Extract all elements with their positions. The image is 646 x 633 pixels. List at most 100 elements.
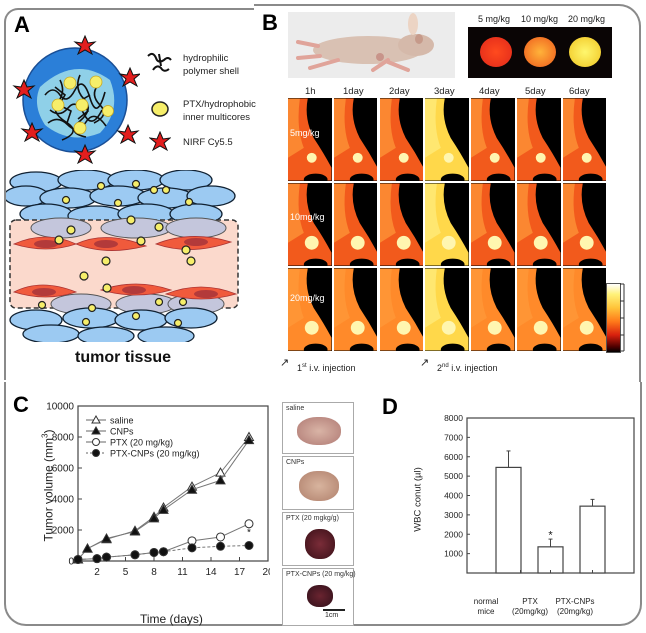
first-injection-label: 1st i.v. injection bbox=[297, 363, 356, 373]
d-cat1-line1: normal bbox=[473, 597, 499, 606]
fluorescence-image-cell bbox=[333, 98, 378, 181]
svg-text:saline: saline bbox=[110, 416, 134, 426]
nanoparticle-diagram bbox=[12, 34, 140, 165]
time-label-1h: 1h bbox=[305, 86, 316, 97]
fluorescence-image-cell bbox=[425, 183, 469, 266]
svg-text:11: 11 bbox=[177, 567, 188, 578]
second-injection-number: 2 bbox=[437, 363, 443, 373]
polymer-chain-icon bbox=[147, 52, 172, 72]
nude-mouse-photo bbox=[288, 12, 455, 78]
svg-text:*: * bbox=[247, 528, 251, 539]
svg-text:17: 17 bbox=[234, 567, 246, 578]
time-label-6day: 6day bbox=[569, 86, 590, 97]
fluorescence-image-cell bbox=[471, 268, 515, 351]
fluorescence-image-grid bbox=[288, 98, 607, 354]
phantom-label-5: 5 mg/kg bbox=[478, 14, 511, 24]
panel-c-letter: C bbox=[13, 392, 29, 417]
svg-text:2000: 2000 bbox=[52, 526, 75, 537]
svg-text:4000: 4000 bbox=[444, 491, 463, 501]
d-cat3-line1: PTX-CNPs bbox=[555, 597, 595, 606]
svg-text:CNPs: CNPs bbox=[110, 427, 134, 437]
svg-text:14: 14 bbox=[205, 567, 217, 578]
tumor-photo-label: CNPs bbox=[286, 459, 305, 466]
fluorescence-image-cell bbox=[379, 98, 424, 181]
svg-text:10000: 10000 bbox=[46, 402, 74, 413]
legend-dye-label: NIRF Cy5.5 bbox=[183, 137, 233, 148]
scale-bar-label: 1cm bbox=[325, 612, 339, 619]
phantom-label-10: 10 mg/kg bbox=[521, 14, 559, 24]
fluorescence-image-cell bbox=[425, 268, 469, 351]
second-injection-label: 2nd i.v. injection bbox=[437, 363, 498, 373]
fluorescence-image-cell bbox=[562, 268, 607, 351]
svg-text:8: 8 bbox=[151, 567, 157, 578]
svg-text:20: 20 bbox=[262, 567, 270, 578]
first-injection-sup: st bbox=[302, 363, 307, 369]
tumor-photo-ptx: PTX (20 mgkg/g) bbox=[282, 512, 354, 566]
fluorescence-image-cell bbox=[562, 183, 607, 266]
tumor-photo-label: PTX (20 mgkg/g) bbox=[286, 515, 339, 522]
svg-text:6000: 6000 bbox=[52, 464, 75, 475]
red-star-icon bbox=[149, 131, 171, 152]
phantom-image bbox=[468, 27, 612, 78]
colorbar-ticks bbox=[620, 283, 625, 352]
time-label-1day: 1day bbox=[343, 86, 364, 97]
second-injection-text: i.v. injection bbox=[448, 363, 498, 373]
yellow-core-icon bbox=[151, 101, 169, 117]
tumor-tissue-caption: tumor tissue bbox=[75, 349, 172, 366]
fluorescence-image-cell bbox=[379, 268, 424, 351]
colorbar bbox=[606, 283, 621, 353]
svg-text:PTX (20 mg/kg): PTX (20 mg/kg) bbox=[110, 438, 173, 448]
fluorescence-image-cell bbox=[288, 183, 332, 266]
fluorescence-image-cell bbox=[288, 98, 332, 181]
fluorescence-image-cell bbox=[288, 268, 332, 351]
svg-text:0: 0 bbox=[68, 557, 74, 568]
svg-text:2: 2 bbox=[94, 567, 100, 578]
dose-label-20: 20mg/kg bbox=[290, 293, 325, 303]
first-injection-text: i.v. injection bbox=[306, 363, 356, 373]
svg-text:3000: 3000 bbox=[444, 510, 463, 520]
fluorescence-image-cell bbox=[425, 98, 469, 181]
wbc-count-chart: 1000 2000 3000 4000 5000 6000 7000 8000 * bbox=[444, 413, 635, 574]
fluorescence-image-cell bbox=[471, 183, 515, 266]
svg-text:4000: 4000 bbox=[52, 495, 75, 506]
second-injection-arrow-icon: ↗ bbox=[420, 357, 430, 369]
dose-label-5: 5mg/kg bbox=[290, 128, 320, 138]
legend-core-label-2: inner multicores bbox=[183, 112, 251, 123]
time-label-2day: 2day bbox=[389, 86, 410, 97]
panel-a-letter: A bbox=[14, 12, 30, 37]
dose-label-10: 10mg/kg bbox=[290, 212, 325, 222]
d-cat2-line2: (20mg/kg) bbox=[511, 607, 548, 616]
d-cat3-line2: (20mg/kg) bbox=[556, 607, 593, 616]
panel-d-letter: D bbox=[382, 394, 398, 419]
fluorescence-image-cell bbox=[562, 98, 607, 181]
tumor-photo-saline: saline bbox=[282, 402, 354, 454]
fluorescence-image-cell bbox=[333, 268, 378, 351]
time-label-4day: 4day bbox=[479, 86, 500, 97]
fluorescence-image-cell bbox=[517, 268, 561, 351]
second-injection-sup: nd bbox=[442, 363, 449, 369]
legend-polymer-label-2: polymer shell bbox=[183, 66, 239, 77]
panel-b-letter: B bbox=[262, 10, 278, 35]
fluorescence-image-cell bbox=[517, 98, 561, 181]
c-xlabel: Time (days) bbox=[140, 612, 203, 626]
tumor-tissue-diagram bbox=[6, 170, 239, 342]
fluorescence-image-cell bbox=[517, 183, 561, 266]
svg-text:2000: 2000 bbox=[444, 529, 463, 539]
svg-text:1000: 1000 bbox=[444, 549, 463, 559]
tumor-photo-cnps: CNPs bbox=[282, 456, 354, 510]
fluorescence-image-cell bbox=[471, 98, 515, 181]
first-injection-number: 1 bbox=[297, 363, 303, 373]
svg-text:5: 5 bbox=[123, 567, 129, 578]
tumor-photo-label: PTX-CNPs (20 mg/kg) bbox=[286, 571, 356, 578]
d-cat2-line1: PTX bbox=[522, 597, 538, 606]
legend-core-label-1: PTX/hydrophobic bbox=[183, 99, 256, 110]
svg-text:5000: 5000 bbox=[444, 471, 463, 481]
svg-text:7000: 7000 bbox=[444, 432, 463, 442]
legend-polymer-label-1: hydrophilic bbox=[183, 53, 229, 64]
first-injection-arrow-icon: ↗ bbox=[280, 357, 290, 369]
d-cat3-label: PTX-CNPs (20mg/kg) bbox=[548, 597, 602, 617]
svg-text:PTX-CNPs (20 mg/kg): PTX-CNPs (20 mg/kg) bbox=[110, 449, 200, 459]
time-label-5day: 5day bbox=[525, 86, 546, 97]
svg-text:8000: 8000 bbox=[52, 433, 75, 444]
tumor-volume-chart: 0 2000 4000 6000 8000 10000 2 5 8 11 14 17 20 * saline… bbox=[46, 402, 270, 579]
